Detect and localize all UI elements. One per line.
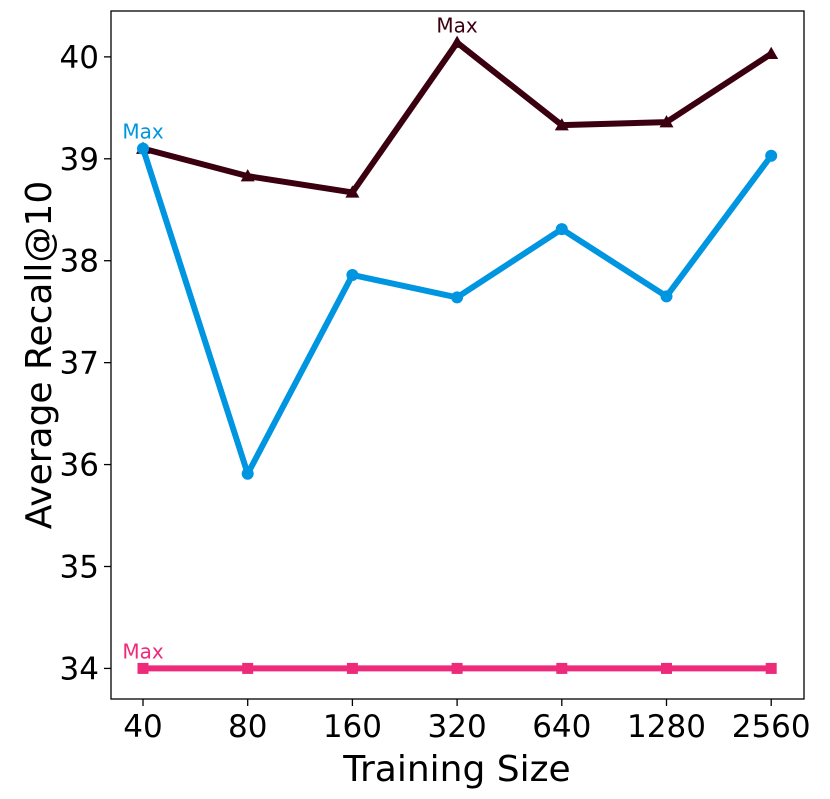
plot-frame — [110, 10, 805, 700]
series-line — [140, 39, 775, 196]
data-point — [346, 662, 358, 674]
x-tick-label: 320 — [428, 709, 487, 745]
annotations: Max Max Max — [122, 14, 478, 664]
y-axis-ticks: 34 35 36 37 38 39 40 — [60, 40, 111, 687]
y-tick-label: 39 — [60, 142, 99, 178]
y-tick-label: 37 — [60, 346, 99, 382]
data-point — [660, 290, 673, 303]
y-tick-label: 38 — [60, 244, 99, 280]
x-tick-label: 80 — [228, 709, 267, 745]
data-point — [661, 662, 672, 674]
data-point — [345, 185, 360, 198]
data-point — [451, 662, 463, 674]
x-tick-label: 1280 — [627, 709, 706, 745]
x-tick-label: 40 — [123, 709, 162, 745]
data-point — [346, 268, 359, 281]
data-point — [137, 142, 149, 155]
data-point — [659, 115, 674, 128]
x-axis-ticks: 40 80 160 320 640 1280 2560 — [123, 699, 811, 745]
max-annotation: Max — [122, 639, 164, 663]
x-tick-label: 640 — [532, 709, 591, 745]
data-point — [556, 662, 568, 674]
data-point — [555, 223, 568, 236]
x-tick-label: 2560 — [732, 709, 811, 745]
data-point — [451, 291, 464, 304]
data-point — [554, 118, 569, 131]
data-point — [240, 169, 255, 182]
y-tick-label: 35 — [60, 549, 99, 585]
data-point — [764, 46, 779, 60]
y-tick-label: 34 — [60, 651, 99, 687]
y-axis-label: Average Recall@10 — [19, 181, 60, 530]
data-point — [450, 35, 465, 48]
max-annotation: Max — [436, 14, 478, 38]
y-tick-label: 36 — [60, 448, 99, 484]
max-annotation: Max — [122, 120, 164, 144]
y-tick-label: 40 — [60, 40, 99, 76]
x-axis-label: Training Size — [342, 749, 570, 790]
series-layer — [136, 35, 779, 674]
data-point — [765, 149, 778, 162]
series-line — [140, 145, 775, 477]
data-point — [241, 467, 254, 480]
data-point — [242, 662, 254, 674]
data-point — [765, 662, 777, 674]
data-point — [137, 662, 149, 674]
x-tick-label: 160 — [323, 709, 382, 745]
